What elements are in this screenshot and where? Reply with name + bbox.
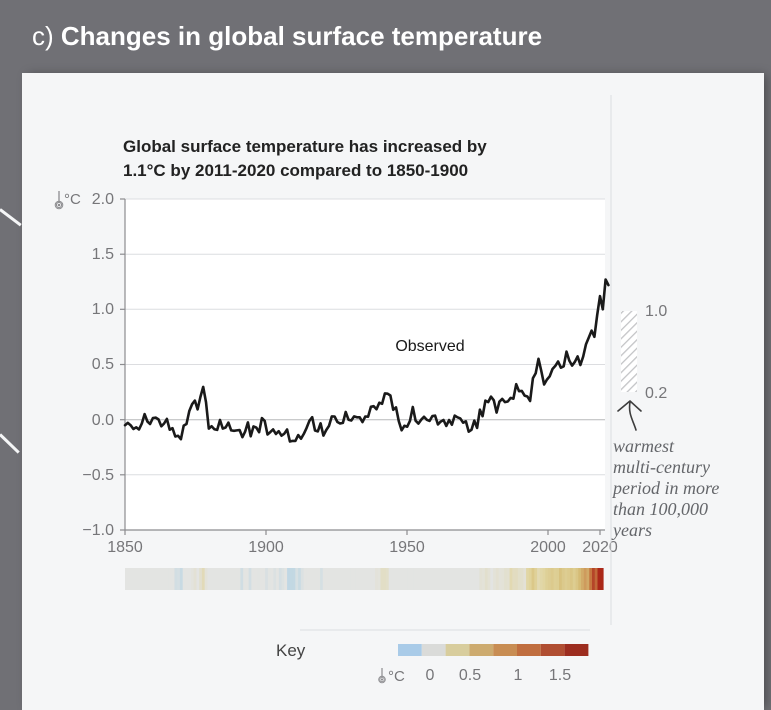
svg-text:0: 0 xyxy=(426,667,435,684)
svg-text:1850: 1850 xyxy=(107,539,143,556)
svg-text:Observed: Observed xyxy=(395,338,464,355)
svg-text:period in more: period in more xyxy=(611,478,719,498)
svg-text:0.5: 0.5 xyxy=(459,667,481,684)
svg-text:0.5: 0.5 xyxy=(92,356,114,373)
svg-text:1: 1 xyxy=(514,667,523,684)
svg-text:°C: °C xyxy=(64,191,81,208)
svg-text:1.0: 1.0 xyxy=(92,301,114,318)
svg-text:Key: Key xyxy=(276,641,306,660)
svg-text:−0.5: −0.5 xyxy=(82,467,114,484)
svg-text:years: years xyxy=(611,520,652,540)
svg-text:2000: 2000 xyxy=(530,539,566,556)
svg-text:0.2: 0.2 xyxy=(645,385,667,402)
svg-text:1.0: 1.0 xyxy=(645,303,667,320)
svg-text:1900: 1900 xyxy=(248,539,284,556)
svg-text:warmest: warmest xyxy=(613,436,675,456)
svg-text:multi-century: multi-century xyxy=(613,457,710,477)
svg-text:than 100,000: than 100,000 xyxy=(613,499,708,519)
svg-text:2020: 2020 xyxy=(582,539,618,556)
svg-text:1.5: 1.5 xyxy=(92,246,114,263)
svg-text:°C: °C xyxy=(388,668,405,685)
svg-text:1.5: 1.5 xyxy=(549,667,571,684)
svg-text:2.0: 2.0 xyxy=(92,191,114,208)
svg-text:1950: 1950 xyxy=(389,539,425,556)
svg-text:−1.0: −1.0 xyxy=(82,522,114,539)
svg-text:0.0: 0.0 xyxy=(92,412,114,429)
